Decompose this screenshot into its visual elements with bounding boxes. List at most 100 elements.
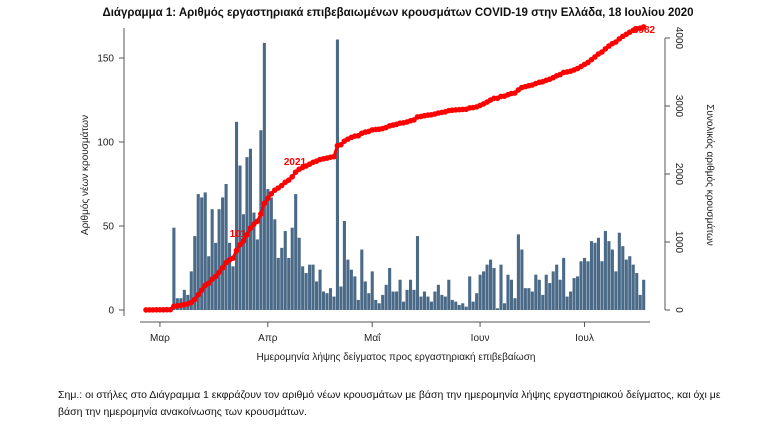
x-axis-label: Ημερομηνία λήψης δείγματος προς εργαστηρ… <box>257 351 536 363</box>
bar <box>464 306 468 310</box>
bar <box>579 261 583 310</box>
bar <box>499 264 503 310</box>
bar <box>287 257 291 310</box>
cumulative-point <box>167 306 174 313</box>
bar <box>635 273 639 310</box>
bar <box>614 271 618 310</box>
bar <box>388 268 392 310</box>
y-right-tick-label: 4000 <box>673 27 684 50</box>
bar <box>182 289 186 310</box>
annotation-label: 101 <box>230 229 247 240</box>
bar <box>346 259 350 310</box>
bar <box>593 242 597 310</box>
bar <box>228 242 232 310</box>
cumulative-point <box>338 141 344 148</box>
bar <box>621 246 625 310</box>
y-axis-right-label: Συνολικός αριθμός κρουσμάτων <box>704 104 716 246</box>
cumulative-point <box>205 280 212 287</box>
bar <box>283 231 287 310</box>
bar <box>335 39 339 311</box>
bar <box>422 291 426 310</box>
cumulative-point <box>240 238 247 244</box>
bar <box>450 299 454 310</box>
bar <box>516 234 520 310</box>
bar <box>551 271 555 310</box>
bar <box>280 247 284 310</box>
bar <box>429 301 433 310</box>
cumulative-point <box>244 231 250 238</box>
bar <box>506 274 510 310</box>
bar <box>544 274 548 310</box>
bar <box>642 279 646 310</box>
bar <box>569 291 573 310</box>
bar <box>259 130 263 310</box>
bar <box>402 301 406 310</box>
cumulative-point <box>268 190 275 197</box>
bar <box>241 214 246 310</box>
cumulative-point <box>254 218 261 225</box>
annotation-label: 3982 <box>633 25 656 36</box>
bar <box>408 279 413 310</box>
bar <box>405 289 409 310</box>
bar <box>534 274 538 310</box>
bar <box>273 219 277 310</box>
bar <box>419 296 423 310</box>
bar <box>252 212 256 310</box>
bar <box>325 293 329 310</box>
cumulative-point <box>219 264 226 271</box>
annotation-label: 2021 <box>284 157 307 168</box>
bar <box>381 294 385 310</box>
bar <box>398 279 402 310</box>
bar <box>436 284 440 310</box>
bar <box>231 266 235 310</box>
bar <box>203 192 207 310</box>
cumulative-point <box>237 241 243 248</box>
bar <box>433 291 437 310</box>
cumulative-point <box>261 200 268 207</box>
bar <box>447 279 451 310</box>
bar <box>541 294 545 310</box>
bar <box>328 288 333 310</box>
bar <box>234 121 239 310</box>
bar <box>485 264 489 310</box>
bar <box>301 266 305 310</box>
bar <box>610 249 614 310</box>
bar <box>172 227 176 310</box>
cumulative-point <box>640 24 647 30</box>
bar <box>492 268 496 310</box>
bar <box>596 237 600 310</box>
bar <box>238 165 242 310</box>
cumulative-point <box>265 195 271 202</box>
y-right-tick-label: 0 <box>673 307 684 313</box>
x-tick-label: Ιουν <box>471 333 490 344</box>
bar <box>262 42 266 310</box>
bar <box>370 271 374 310</box>
y-right-tick-label: 1000 <box>673 231 684 254</box>
bar <box>527 288 531 310</box>
bar <box>332 296 336 310</box>
bar <box>363 281 367 310</box>
bar <box>582 257 587 310</box>
bar <box>530 291 534 310</box>
bar <box>461 303 465 310</box>
bar <box>520 249 524 310</box>
bar <box>339 286 343 310</box>
bar <box>412 289 416 310</box>
x-tick-label: Απρ <box>258 333 278 344</box>
bar <box>565 296 569 310</box>
bar <box>349 269 353 310</box>
bar <box>266 189 270 310</box>
bar <box>391 291 395 310</box>
bar <box>576 276 580 310</box>
bar <box>224 184 228 310</box>
bar <box>495 308 500 310</box>
bar <box>607 241 611 310</box>
bar <box>196 194 200 310</box>
bar <box>395 291 399 310</box>
bar <box>454 301 458 310</box>
y-right-tick-label: 3000 <box>673 95 684 118</box>
cumulative-point <box>285 177 292 183</box>
cumulative-point <box>247 225 254 231</box>
y-axis-left-label: Αριθμός νέων κρουσμάτων <box>79 115 91 235</box>
bar <box>356 299 360 310</box>
